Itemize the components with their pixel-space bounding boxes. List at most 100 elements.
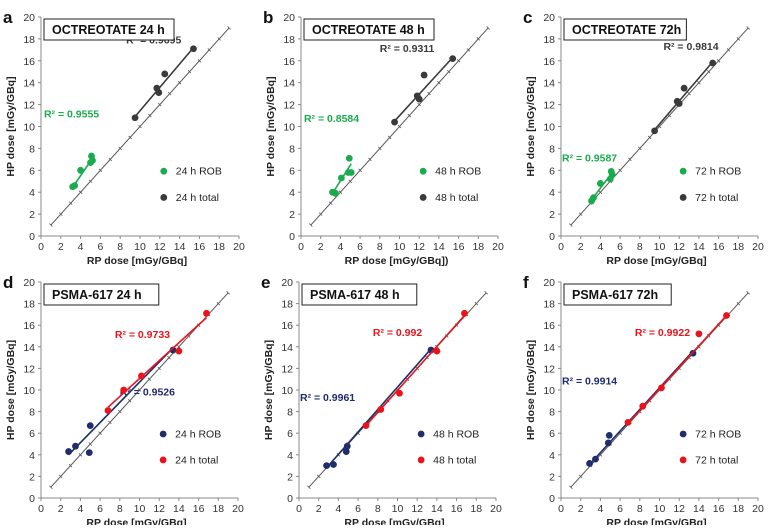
identity-line-tick <box>687 91 691 96</box>
data-point <box>203 309 210 317</box>
identity-line-tick <box>378 146 382 151</box>
x-tick-label: 18 <box>732 503 744 515</box>
x-tick-label: 16 <box>194 241 206 253</box>
x-tick-label: 10 <box>654 503 666 515</box>
y-tick-label: 20 <box>543 12 555 24</box>
data-point <box>597 180 604 187</box>
identity-line-tick <box>137 388 142 392</box>
data-point <box>608 171 616 179</box>
panel-d: 0 2 4 6 8 10 12 14 16 18 20 0 2 4 6 8 10 12 14 16 18 20 RP dos… <box>3 273 244 529</box>
x-tick-label: 8 <box>377 241 383 253</box>
identity-line-tick <box>578 474 583 479</box>
r2-label: R² = 0.9587 <box>562 153 617 165</box>
x-tick-label: 4 <box>337 241 343 253</box>
x-tick-label: 14 <box>173 503 185 515</box>
y-tick-label: 6 <box>289 165 295 177</box>
identity-line-tick <box>78 453 83 457</box>
data-point <box>190 45 197 53</box>
x-tick-label: 6 <box>357 241 363 253</box>
data-point <box>71 182 79 190</box>
legend-marker <box>417 430 425 438</box>
data-point <box>362 422 370 430</box>
x-tick-label: 0 <box>38 241 44 253</box>
y-tick-label: 0 <box>549 493 555 505</box>
identity-line-tick <box>638 146 642 151</box>
identity-line-tick <box>227 26 231 30</box>
data-point <box>330 461 337 468</box>
x-tick-label: 8 <box>375 503 381 515</box>
x-tick-label: 6 <box>97 241 103 253</box>
y-tick-label: 12 <box>543 100 555 112</box>
x-tick-label: 18 <box>732 241 744 253</box>
data-point <box>658 384 665 392</box>
identity-line-tick <box>476 37 481 41</box>
y-tick-label: 16 <box>543 320 555 332</box>
legend-marker <box>159 430 167 438</box>
y-tick-label: 16 <box>283 56 295 68</box>
x-tick-label: 2 <box>318 241 324 253</box>
identity-line-tick <box>486 26 490 30</box>
y-tick-label: 2 <box>287 471 293 483</box>
x-tick-label: 10 <box>134 503 146 515</box>
data-point <box>680 84 688 92</box>
y-tick-label: 0 <box>29 493 35 505</box>
y-tick-label: 18 <box>543 299 555 311</box>
identity-line-tick <box>484 291 488 295</box>
identity-line-tick <box>706 69 711 74</box>
identity-line-tick <box>446 69 451 74</box>
identity-line-tick <box>407 113 412 118</box>
y-tick-label: 12 <box>283 100 295 112</box>
identity-line-tick <box>158 102 162 107</box>
identity-line-tick <box>578 212 583 216</box>
data-point <box>138 372 145 380</box>
data-point <box>604 439 612 447</box>
x-tick-label: 4 <box>597 241 603 253</box>
data-point <box>709 59 717 67</box>
x-tick-label: 6 <box>97 503 103 515</box>
x-tick-label: 14 <box>693 503 705 515</box>
y-tick-label: 0 <box>549 231 555 243</box>
trend-line-1 <box>393 56 454 122</box>
r2-label: R² = 0.9555 <box>44 109 99 121</box>
identity-line-tick <box>736 37 741 41</box>
data-point <box>332 189 339 197</box>
data-point <box>592 455 599 463</box>
x-tick-label: 6 <box>617 503 623 515</box>
legend-label: 72 h total <box>695 454 738 466</box>
y-tick-label: 4 <box>549 450 555 462</box>
y-tick-label: 14 <box>543 342 555 354</box>
y-tick-label: 10 <box>283 122 295 134</box>
r2-label: R² = 0.9914 <box>562 376 617 388</box>
identity-line-tick <box>148 113 152 118</box>
x-tick-label: 10 <box>394 241 406 253</box>
y-tick-label: 12 <box>543 363 555 375</box>
identity-line-tick <box>118 146 122 151</box>
legend-marker <box>159 456 167 464</box>
x-tick-label: 10 <box>654 241 666 253</box>
r2-label: R² = 0.992 <box>373 327 422 339</box>
legend-label: 48 h total <box>435 192 478 204</box>
identity-line-tick <box>397 124 402 129</box>
identity-line-tick <box>59 212 63 216</box>
identity-line-tick <box>167 91 172 96</box>
panel-title-box <box>563 18 687 41</box>
x-tick-label: 8 <box>117 503 123 515</box>
identity-line-tick <box>316 474 321 479</box>
identity-line-tick <box>569 485 573 489</box>
y-tick-label: 10 <box>543 122 555 134</box>
x-tick-label: 16 <box>193 503 205 515</box>
y-tick-label: 8 <box>549 143 555 155</box>
panel-title: OCTREOTATE 72h <box>572 23 681 37</box>
trend-line-1 <box>134 47 195 118</box>
x-tick-label: 18 <box>470 503 482 515</box>
panel-letter: c <box>523 8 532 27</box>
x-axis-title: RP dose [mGy/GBq]) <box>345 255 449 267</box>
data-point <box>337 174 345 182</box>
x-tick-label: 2 <box>58 241 64 253</box>
x-tick-label: 18 <box>472 241 484 253</box>
data-point <box>175 347 183 355</box>
y-tick-label: 4 <box>29 187 35 199</box>
x-tick-label: 12 <box>153 503 165 515</box>
data-point <box>723 312 730 319</box>
legend-marker <box>679 456 687 464</box>
